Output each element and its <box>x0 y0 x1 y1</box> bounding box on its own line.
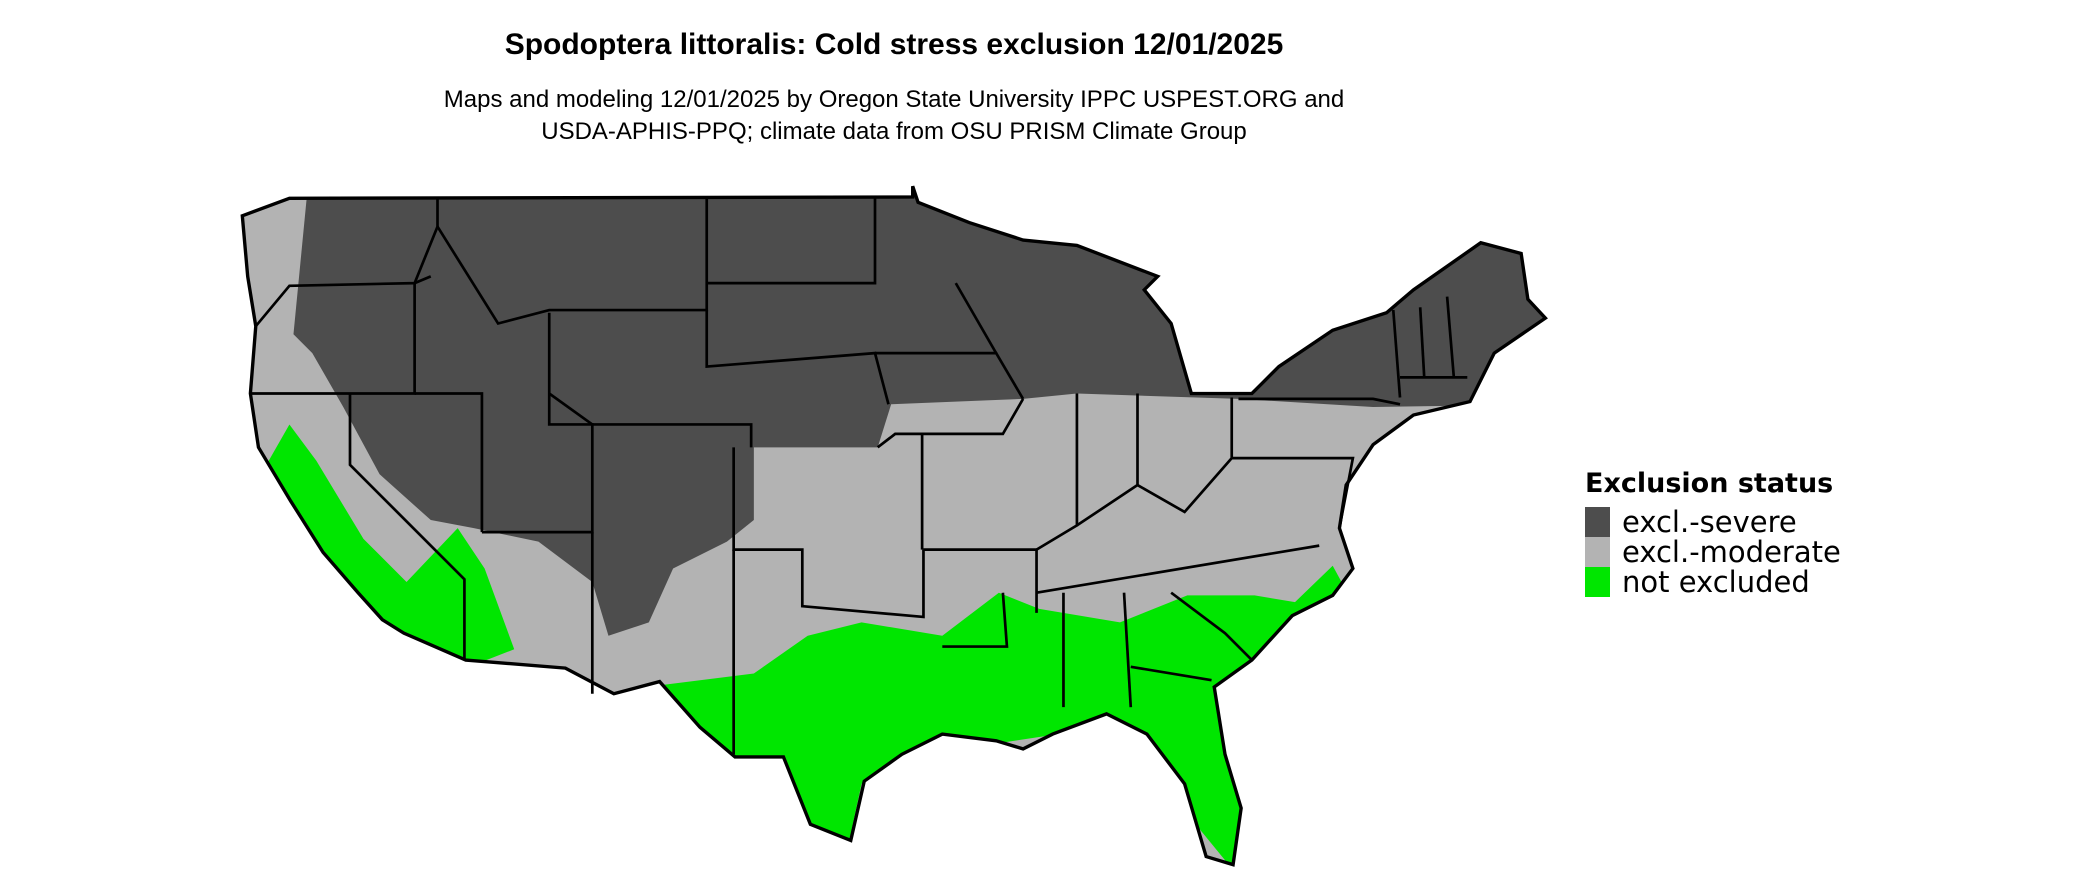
legend-swatch <box>1585 507 1610 537</box>
legend-item-severe: excl.-severe <box>1585 507 1841 537</box>
legend-title: Exclusion status <box>1585 468 1834 499</box>
legend-swatch <box>1585 567 1610 597</box>
legend-label: not excluded <box>1622 565 1810 599</box>
legend-label: excl.-moderate <box>1622 535 1841 569</box>
not-excluded-area-west <box>262 424 515 669</box>
not-excluded-area-south <box>646 565 1349 865</box>
state-borders <box>250 198 1468 755</box>
subtitle-line-2: USDA-APHIS-PPQ; climate data from OSU PR… <box>541 118 1247 145</box>
legend-swatch <box>1585 537 1610 567</box>
subtitle-line-1: Maps and modeling 12/01/2025 by Oregon S… <box>443 86 1345 113</box>
legend-item-not-excluded: not excluded <box>1585 567 1841 597</box>
map-title: Spodoptera littoralis: Cold stress exclu… <box>504 28 1284 61</box>
legend: Exclusion status excl.-severe excl.-mode… <box>1585 468 1841 597</box>
map-subtitle: Maps and modeling 12/01/2025 by Oregon S… <box>0 84 1788 148</box>
legend-item-moderate: excl.-moderate <box>1585 537 1841 567</box>
legend-label: excl.-severe <box>1622 505 1797 539</box>
